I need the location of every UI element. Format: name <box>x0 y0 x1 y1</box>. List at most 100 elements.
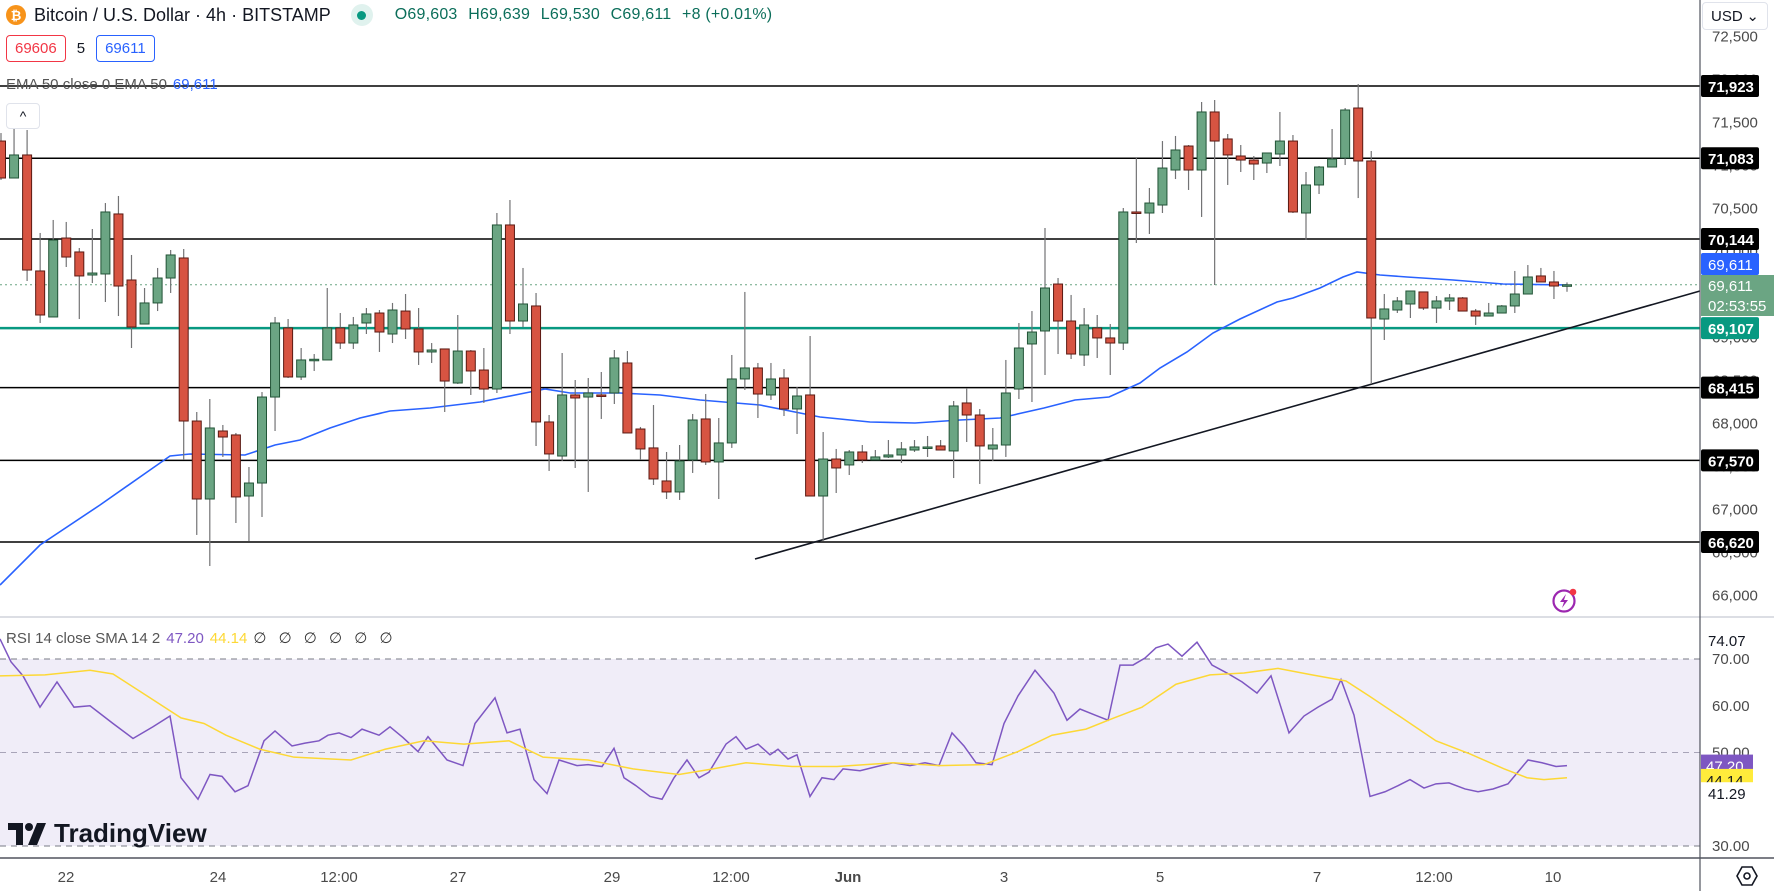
svg-text:66,620: 66,620 <box>1708 535 1754 552</box>
rsi-pane[interactable] <box>0 638 1700 847</box>
candle <box>1000 392 1011 446</box>
candle <box>557 394 568 457</box>
close-value: C69,611 <box>610 6 672 23</box>
candle <box>270 322 281 398</box>
candle <box>1327 158 1338 168</box>
candle <box>22 154 33 271</box>
price-pane[interactable] <box>0 84 1701 586</box>
candle <box>322 327 333 361</box>
candle <box>609 357 620 394</box>
open-value: O69,603 <box>394 6 458 23</box>
currency-dropdown[interactable]: USD ⌄ <box>1702 2 1768 30</box>
candle <box>531 305 542 423</box>
candle <box>1483 312 1494 317</box>
candle <box>374 312 385 333</box>
change-value: +8 (+0.01%) <box>682 6 773 23</box>
candle <box>935 445 946 451</box>
candle <box>752 367 763 395</box>
candle <box>35 270 46 316</box>
svg-text:41.29: 41.29 <box>1708 786 1746 803</box>
tradingview-wordmark: TradingView <box>54 818 207 848</box>
candle <box>726 378 737 444</box>
candle <box>152 277 163 304</box>
candle <box>1340 109 1351 159</box>
ema-value: 69,611 <box>172 76 218 93</box>
candle <box>1301 184 1311 214</box>
candle <box>426 349 437 353</box>
candle <box>1379 308 1390 320</box>
candle <box>387 309 398 335</box>
candle <box>1287 140 1298 213</box>
svg-text:30.00: 30.00 <box>1712 838 1750 855</box>
candle <box>1026 331 1037 345</box>
symbol-title[interactable]: Bitcoin / U.S. Dollar · 4h · BITSTAMP <box>34 4 331 25</box>
candle <box>361 313 372 324</box>
candle <box>1170 149 1181 171</box>
market-status-icon[interactable] <box>350 4 373 26</box>
lightning-alert-icon[interactable] <box>1551 586 1579 614</box>
svg-text:71,500: 71,500 <box>1712 114 1758 131</box>
collapse-legend-button[interactable]: ^ <box>6 103 40 129</box>
candle <box>452 350 463 384</box>
candle <box>139 302 150 325</box>
buy-button[interactable]: 69611 <box>96 35 155 62</box>
candle <box>1444 297 1455 302</box>
svg-text:12:00: 12:00 <box>712 869 750 886</box>
candle <box>243 482 254 497</box>
candle <box>178 257 189 422</box>
candle <box>283 327 294 378</box>
candle <box>570 394 581 399</box>
svg-text:22: 22 <box>58 869 75 886</box>
tradingview-logo[interactable]: TradingView <box>8 818 207 849</box>
svg-text:7: 7 <box>1313 869 1321 886</box>
ohlc-values: O69,603 H69,639 L69,530 C69,611 +8 (+0.0… <box>395 6 779 24</box>
candle <box>1248 159 1259 165</box>
candle <box>700 418 711 463</box>
symbol-legend: ₿ Bitcoin / U.S. Dollar · 4h · BITSTAMP … <box>6 4 778 26</box>
candle <box>1522 276 1533 295</box>
rsi-value: 47.20 <box>166 630 204 647</box>
svg-text:12:00: 12:00 <box>1415 869 1453 886</box>
candle <box>883 454 894 458</box>
candle <box>413 328 424 353</box>
candle <box>661 480 672 493</box>
svg-text:3: 3 <box>1000 869 1008 886</box>
candle <box>1196 111 1207 171</box>
bid-ask-panel: 69606 5 69611 <box>6 35 155 62</box>
candle <box>9 154 20 179</box>
candle <box>1105 337 1116 344</box>
candle <box>1092 327 1103 339</box>
candle <box>1118 211 1129 344</box>
settings-hex-icon[interactable] <box>1735 864 1759 888</box>
candle <box>1053 283 1064 322</box>
candle <box>818 458 829 497</box>
svg-text:5: 5 <box>1156 869 1164 886</box>
svg-text:70,500: 70,500 <box>1712 200 1758 217</box>
candle <box>1131 211 1142 214</box>
ema-label: EMA 50 close 0 EMA 50 <box>6 76 167 93</box>
rsi-na-values: ∅ ∅ ∅ ∅ ∅ ∅ <box>253 630 397 647</box>
svg-text:69,611: 69,611 <box>1708 257 1753 274</box>
candle <box>1548 281 1559 287</box>
candle <box>713 442 724 463</box>
candle <box>465 350 476 372</box>
svg-text:Jun: Jun <box>835 869 862 886</box>
candle <box>635 428 646 450</box>
candle <box>831 458 842 469</box>
candle <box>335 327 346 344</box>
candle <box>1470 310 1481 317</box>
candle <box>1066 320 1077 355</box>
ema-legend[interactable]: EMA 50 close 0 EMA 50 69,611 <box>6 76 218 93</box>
sell-button[interactable]: 69606 <box>6 35 66 62</box>
candle <box>165 254 176 279</box>
candle <box>230 434 241 498</box>
candle <box>674 460 685 493</box>
candle <box>478 369 489 390</box>
candle <box>257 396 267 484</box>
candle <box>48 239 59 318</box>
candle <box>1274 140 1285 155</box>
candle <box>1040 287 1050 332</box>
rsi-legend[interactable]: RSI 14 close SMA 14 2 47.20 44.14 ∅ ∅ ∅ ∅ ∅… <box>6 629 397 647</box>
